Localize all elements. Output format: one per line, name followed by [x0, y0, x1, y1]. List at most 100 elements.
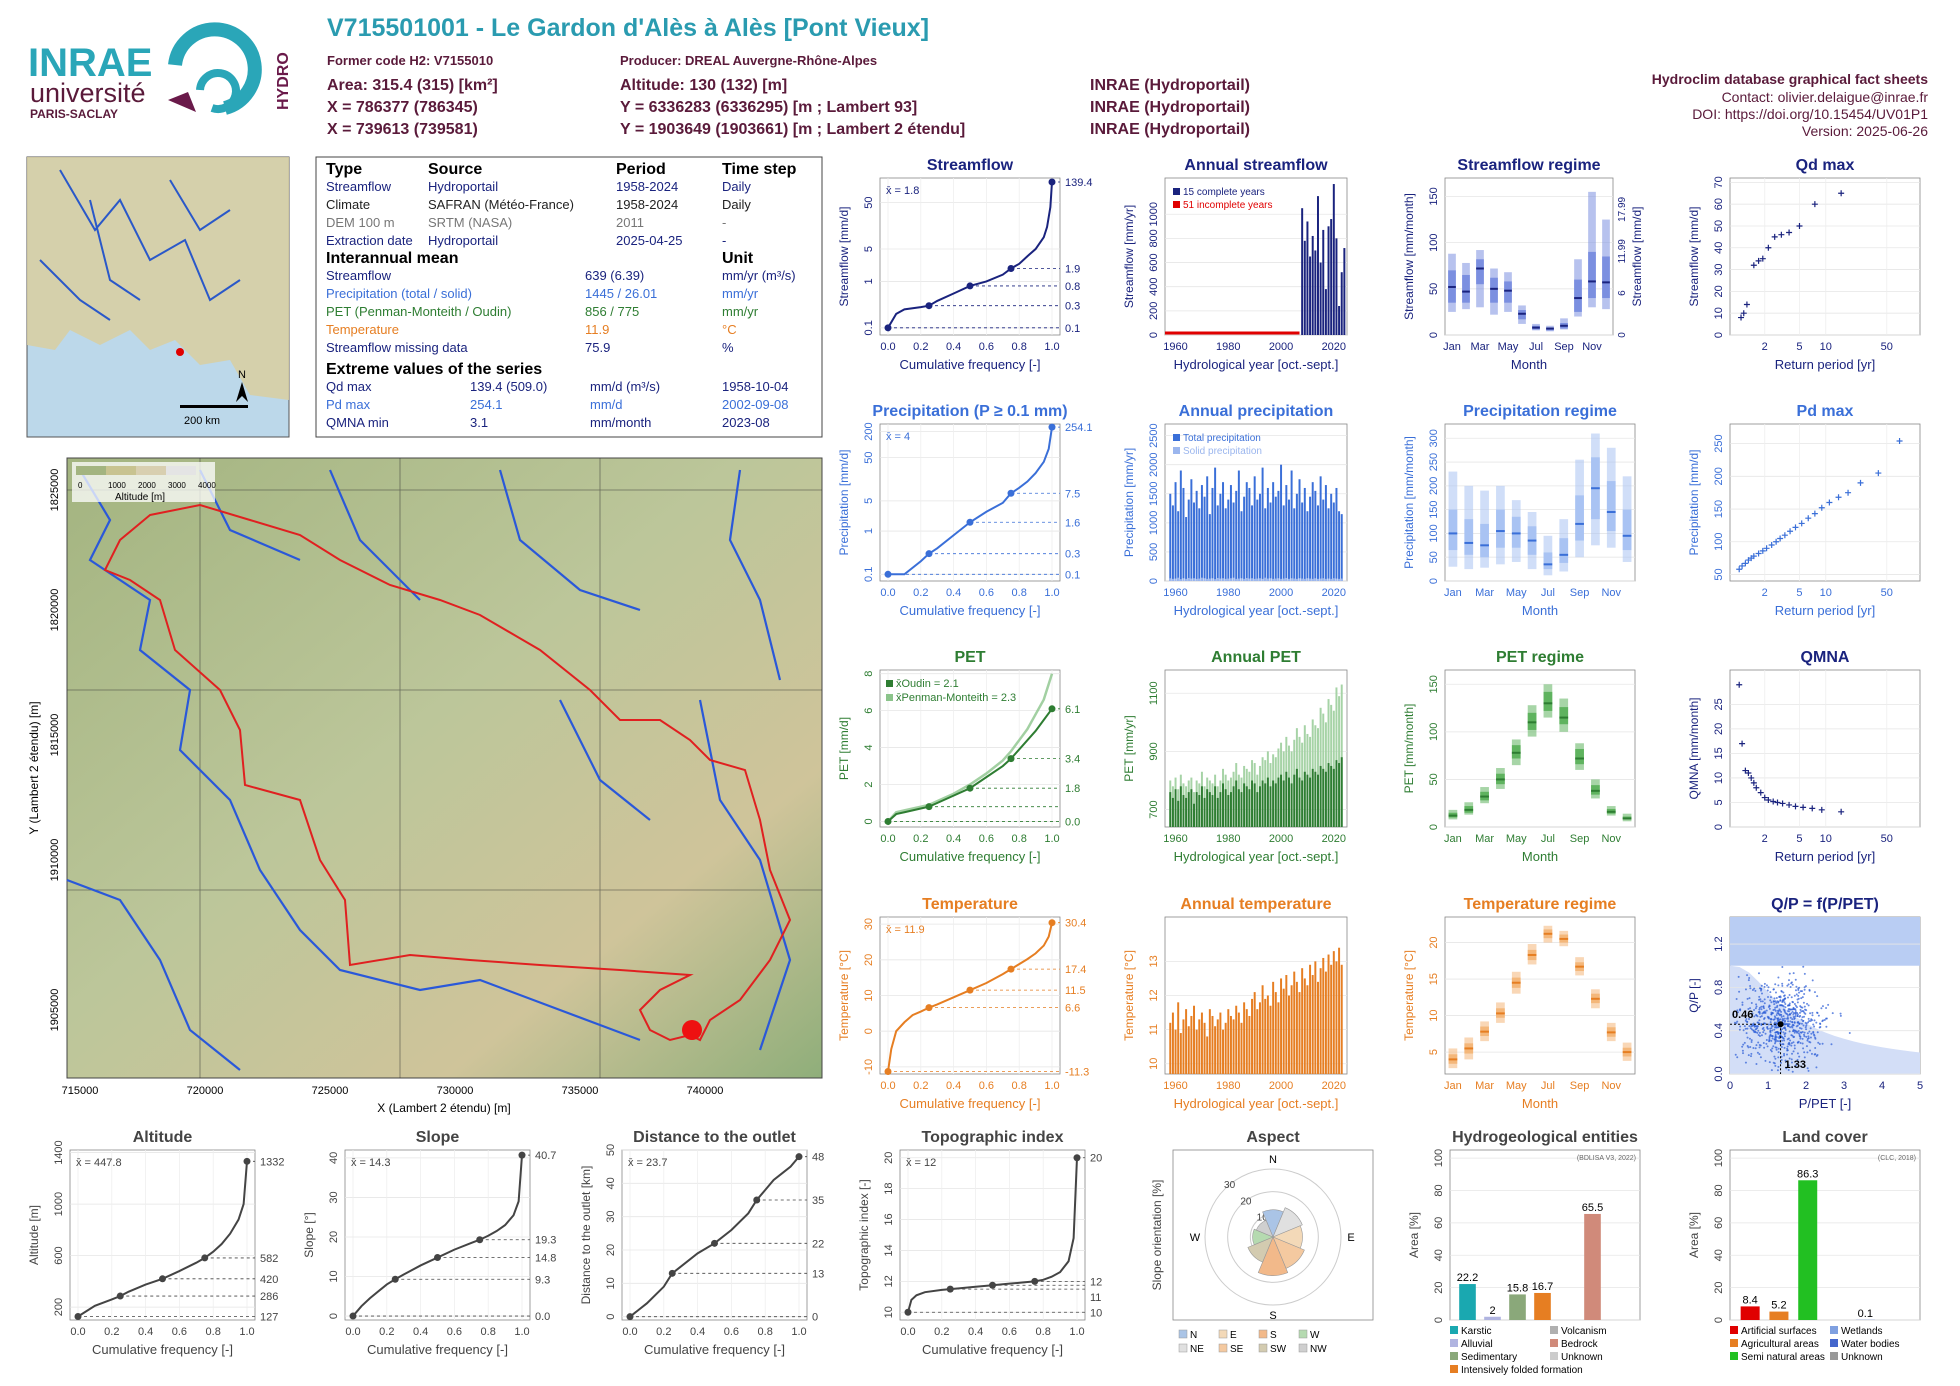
scatter-point: [1790, 982, 1793, 985]
y-tick-label: 11: [1148, 1024, 1160, 1035]
chart-title: Streamflow: [927, 157, 1014, 174]
bar: [1190, 479, 1193, 581]
series-line: [352, 1155, 523, 1317]
x-tick-label: Sep: [1570, 1080, 1590, 1092]
bar-solid: [1235, 578, 1238, 581]
scatter-point: [1764, 1032, 1767, 1035]
scatter-point: [1774, 1009, 1777, 1012]
legend-label: SE: [1230, 1344, 1244, 1355]
data-point: [1765, 244, 1772, 251]
scatter-point: [1768, 1061, 1771, 1064]
data-point: [1759, 547, 1766, 554]
bar: [1251, 780, 1254, 827]
scatter-point: [1805, 1035, 1808, 1038]
bar-value-label: 16.7: [1532, 1281, 1553, 1293]
quantile-label: 127: [260, 1312, 278, 1324]
mean-label: x̄ = 1.8: [886, 185, 919, 197]
scatter-point: [1780, 990, 1783, 993]
chart-title: Streamflow regime: [1457, 157, 1600, 174]
scatter-point: [1811, 979, 1814, 982]
bar-solid: [1200, 577, 1203, 581]
scatter-point: [1785, 1022, 1788, 1025]
bar: [1214, 467, 1217, 581]
scatter-point: [1753, 1009, 1756, 1012]
chart-streamflow_regime: Streamflow regime Month Streamflow [mm/mon…: [1402, 157, 1644, 372]
x-tick-label: 0.8: [1036, 1326, 1051, 1338]
x-tick-label: 0.6: [979, 341, 994, 353]
bar-solid: [1174, 578, 1177, 581]
scatter-point: [1803, 993, 1806, 996]
scatter-point: [1766, 989, 1769, 992]
bar: [1235, 780, 1238, 827]
aspect-sector-W: [1252, 1228, 1274, 1246]
bar: [1177, 800, 1180, 827]
legend-label: Alluvial: [1461, 1339, 1493, 1350]
quantile-label: 9.3: [535, 1274, 550, 1286]
quantile-point: [1007, 965, 1015, 973]
legend-label: SW: [1270, 1344, 1287, 1355]
scatter-point: [1793, 1047, 1796, 1050]
scatter-point: [1798, 1033, 1801, 1036]
scatter-point: [1780, 1059, 1783, 1062]
bar: [1245, 482, 1248, 581]
doi-link[interactable]: DOI: https://doi.org/10.15454/UV01P1: [1692, 106, 1928, 122]
legend-label: Agricultural areas: [1741, 1339, 1819, 1350]
scatter-point: [1815, 1055, 1818, 1058]
chart-title: Altitude: [133, 1129, 193, 1146]
scatter-point: [1744, 1019, 1747, 1022]
bar-solid: [1214, 579, 1217, 581]
x-tick-label: 50: [1881, 833, 1893, 845]
scatter-point: [1791, 1000, 1794, 1003]
plot-frame: [1444, 423, 1636, 582]
scatter-point: [1787, 996, 1789, 999]
legend-label: Intensively folded formation: [1461, 1365, 1583, 1376]
chart-title: Annual temperature: [1180, 896, 1331, 913]
y-tick-label: 30: [328, 1191, 340, 1203]
mean-label: x̄Penman-Monteith = 2.3: [896, 692, 1016, 704]
bar-solid: [1243, 578, 1246, 581]
y-tick-label: 0: [605, 1314, 617, 1320]
data-point: [1757, 789, 1764, 796]
scatter-point: [1745, 1017, 1748, 1020]
scatter-point: [1822, 1019, 1825, 1022]
scatter-point: [1746, 974, 1749, 977]
quantile-point: [434, 1254, 441, 1262]
y-tick-label: 0.1: [863, 567, 875, 582]
bar: [1332, 184, 1335, 335]
y-tick-label: 70: [1713, 176, 1725, 188]
bar: [1232, 502, 1235, 581]
y-tick-label: 0.8: [1713, 980, 1725, 995]
scatter-point: [1783, 1035, 1786, 1038]
bar: [1251, 505, 1254, 581]
chart-title: Land cover: [1782, 1129, 1867, 1146]
x-tick-label: May: [1498, 341, 1519, 353]
x-tick-label: 0: [1727, 1080, 1733, 1092]
scatter-point: [1786, 984, 1789, 987]
scatter-point: [1784, 1059, 1787, 1062]
bar: [1306, 774, 1309, 827]
scatter-point: [1807, 1021, 1810, 1024]
x-tick-label: Jul: [1541, 833, 1555, 845]
data-point: [1779, 800, 1786, 807]
north-arrow-icon: [236, 382, 248, 402]
scatter-point: [1825, 1025, 1828, 1028]
scatter-point: [1807, 1004, 1810, 1007]
direction-label: S: [1269, 1310, 1276, 1322]
x-tick-label: 0.4: [413, 1326, 428, 1338]
scatter-point: [1818, 1042, 1821, 1045]
scatter-point: [1765, 1039, 1768, 1042]
bar-value-label: 0.1: [1858, 1308, 1873, 1320]
interannual-cell-2-0: PET (Penman-Monteith / Oudin): [326, 304, 511, 319]
bar: [1269, 502, 1272, 581]
extreme-title: Extreme values of the series: [326, 361, 542, 378]
bar: [1282, 988, 1285, 1074]
scatter-point: [1806, 1032, 1809, 1035]
scatter-point: [1774, 1000, 1777, 1003]
scatter-point: [1791, 1026, 1794, 1029]
y-tick-label: 400: [1148, 278, 1160, 296]
bar: [1187, 499, 1190, 581]
regime-box-Dec: [1622, 509, 1632, 551]
bar-solid: [1293, 578, 1296, 581]
scatter-point: [1784, 1029, 1787, 1032]
x-axis-label: Month: [1522, 1096, 1558, 1111]
